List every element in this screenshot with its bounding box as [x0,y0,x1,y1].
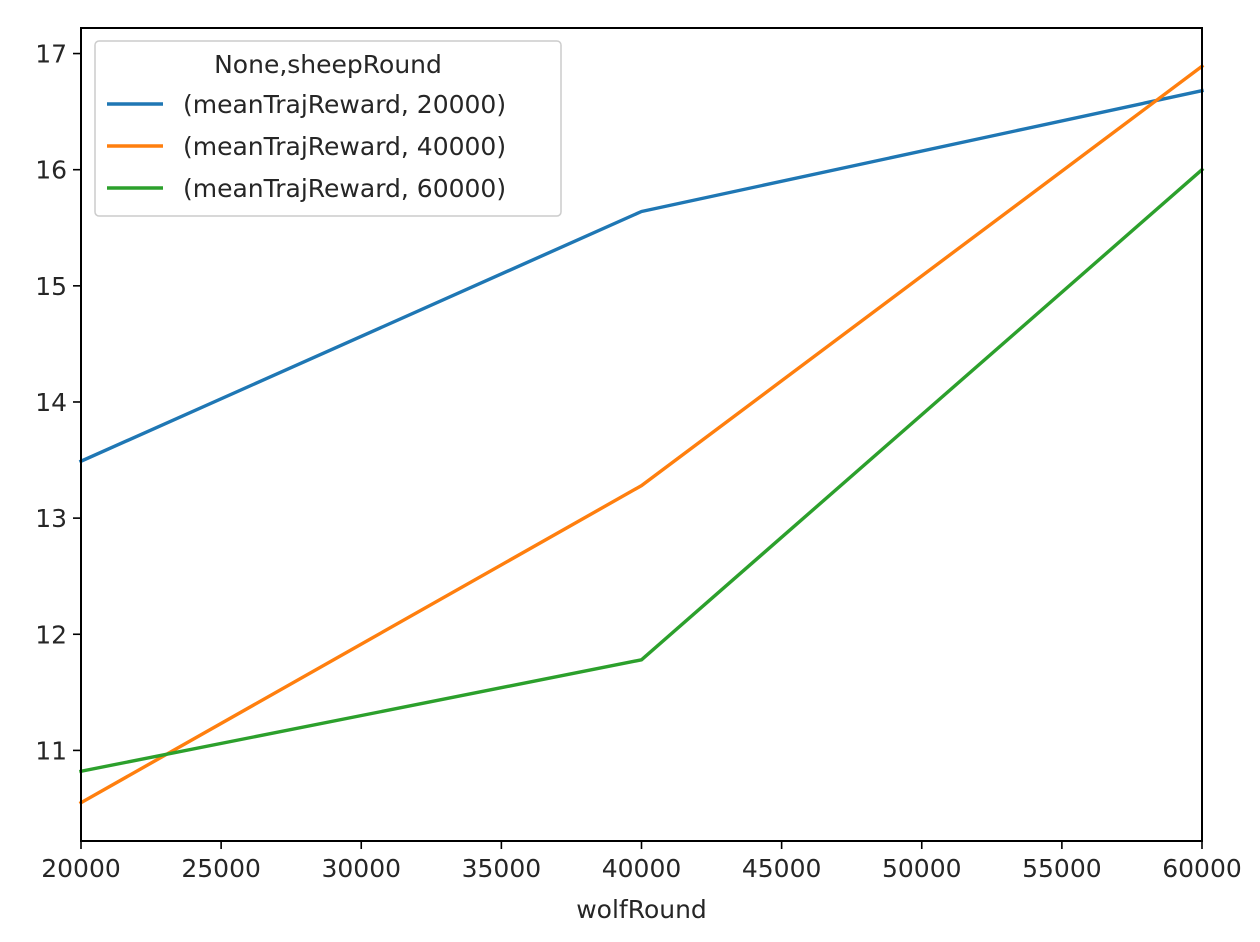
x-axis-label: wolfRound [576,895,707,924]
x-tick-label: 25000 [181,854,261,883]
y-tick-label: 17 [35,40,67,69]
x-tick-label: 30000 [321,854,401,883]
legend-entry-2: (meanTrajReward, 40000) [183,132,506,161]
y-axis: 11 12 13 14 15 16 17 [35,40,81,765]
y-tick-label: 15 [35,272,67,301]
y-tick-label: 14 [35,388,67,417]
y-tick-label: 12 [35,620,67,649]
plot-lines [78,63,1205,806]
series-line-1 [78,88,1205,464]
legend-entry-3: (meanTrajReward, 60000) [183,174,506,203]
series-line-3 [79,167,1205,774]
x-tick-label: 50000 [882,854,962,883]
x-tick-label: 60000 [1162,854,1242,883]
legend-box [94,40,562,217]
legend: None,sheepRound (meanTrajReward, 20000) (… [94,40,562,217]
series-line-2 [78,63,1205,806]
y-tick-label: 13 [35,504,67,533]
x-tick-label: 55000 [1022,854,1102,883]
x-tick-label: 20000 [41,854,121,883]
x-tick-label: 40000 [602,854,682,883]
y-tick-label: 11 [35,736,67,765]
x-tick-label: 45000 [742,854,822,883]
legend-entry-1: (meanTrajReward, 20000) [183,90,506,119]
x-tick-label: 35000 [462,854,542,883]
y-tick-label: 16 [35,156,67,185]
legend-title: None,sheepRound [214,50,442,79]
x-axis: 20000 25000 30000 35000 40000 45000 50000 55000… [41,841,1242,883]
